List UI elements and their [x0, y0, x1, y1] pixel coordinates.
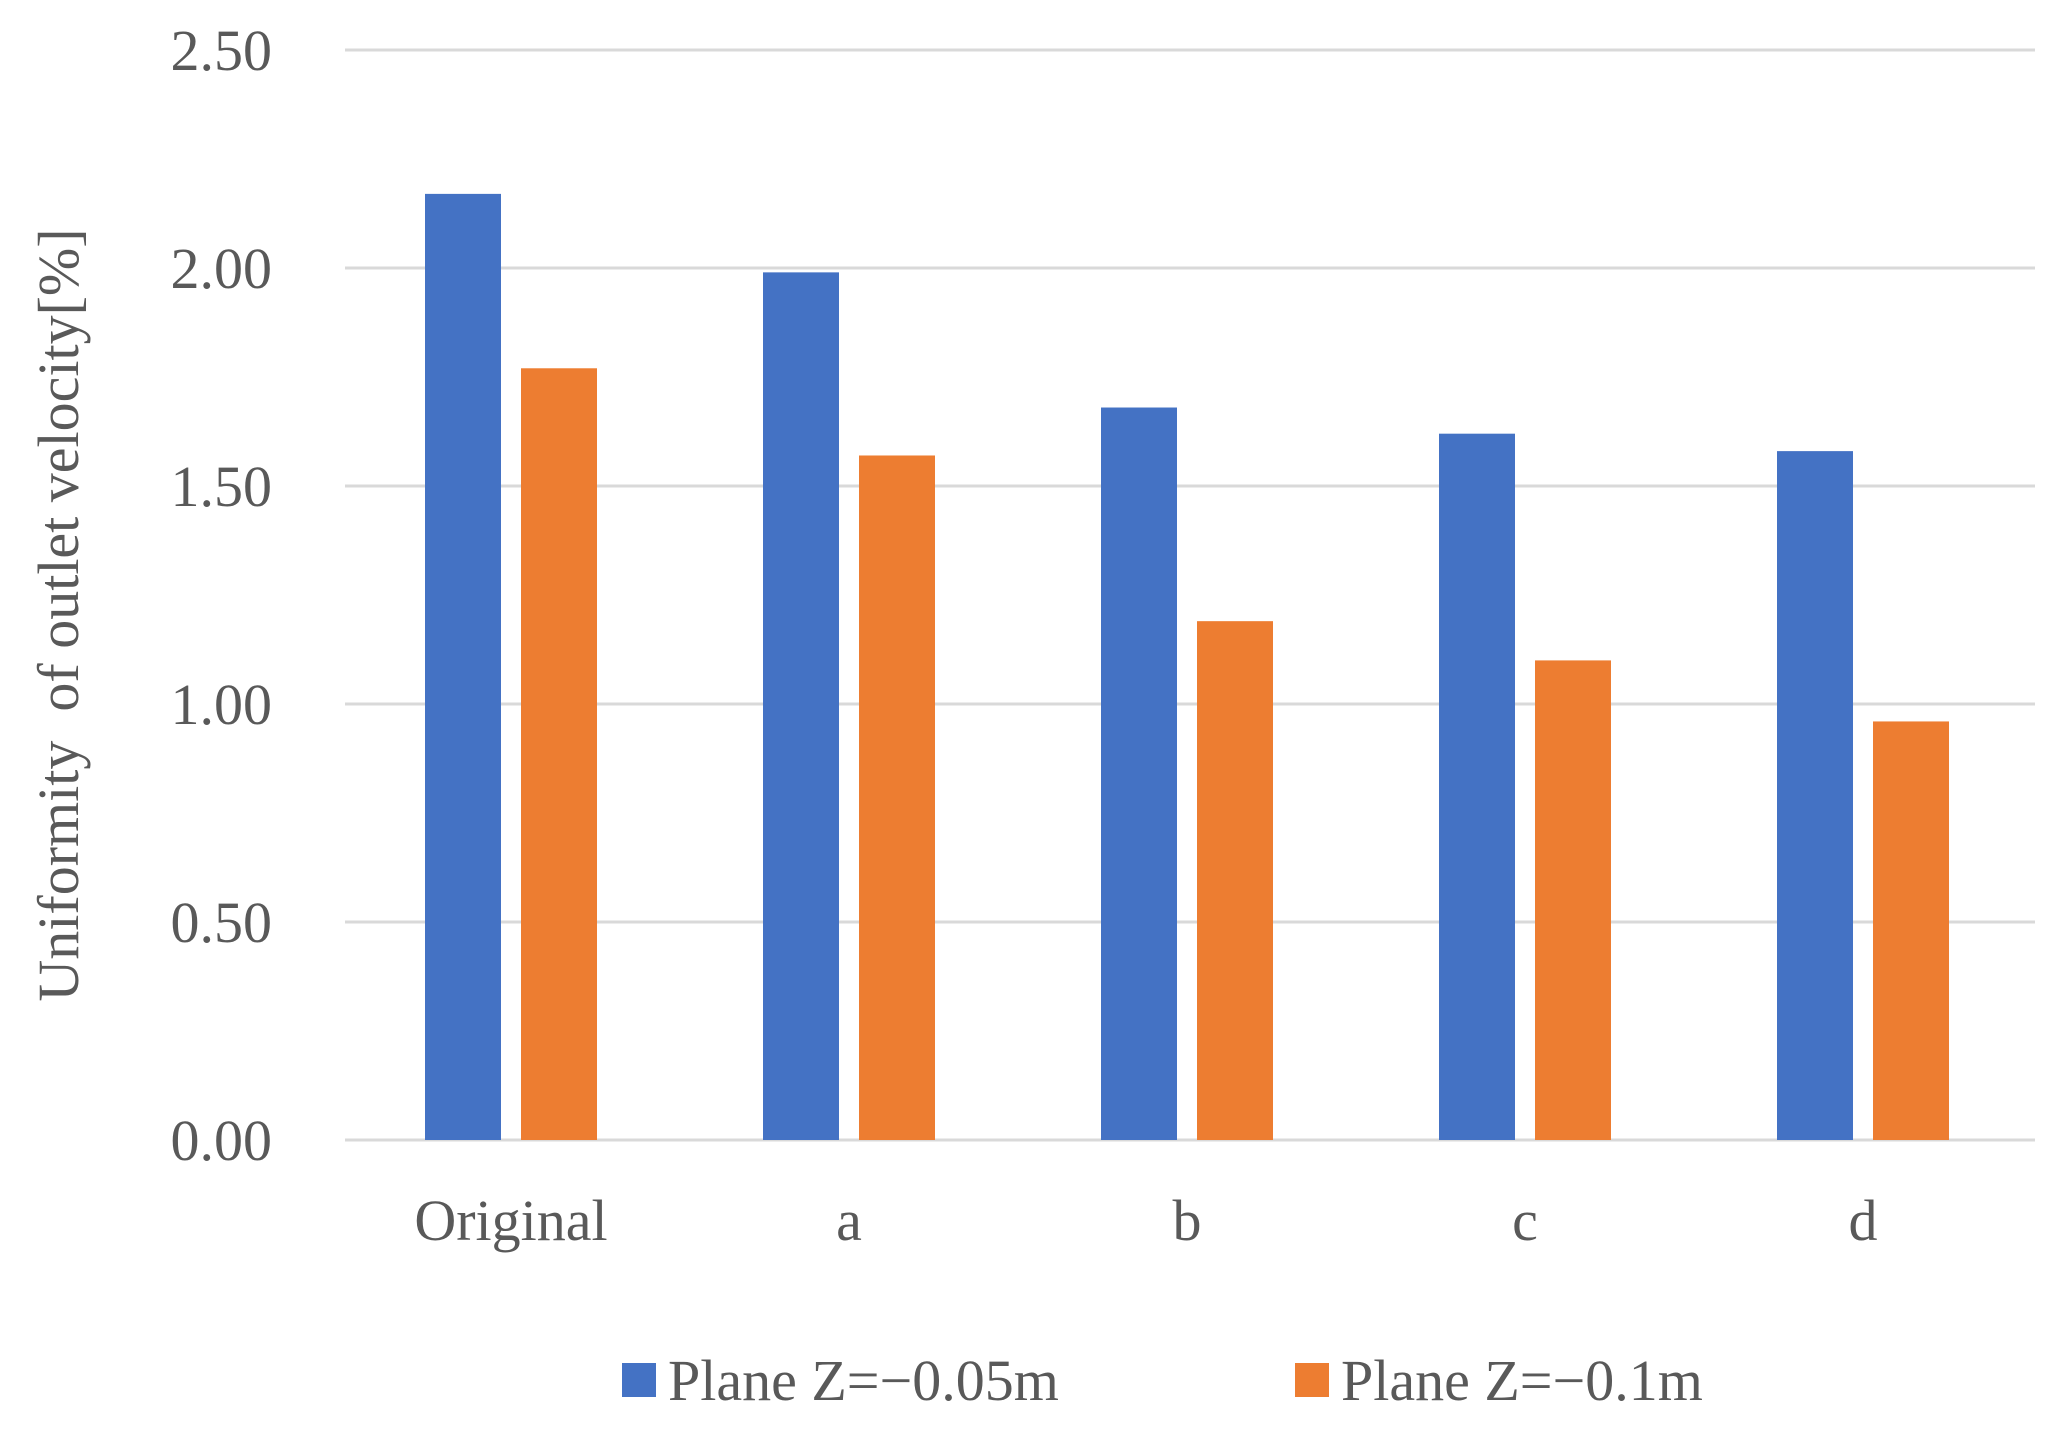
bars: [425, 193, 1949, 1141]
gridlines: [345, 48, 2035, 1142]
y-tick-label: 2.00: [171, 236, 273, 301]
y-tick-label: 0.50: [171, 890, 273, 955]
y-axis-ticks: 0.00 0.50 1.00 1.50 2.00 2.50: [171, 18, 273, 1173]
x-tick-label: a: [836, 1188, 862, 1253]
legend-swatch-1: [622, 1363, 656, 1397]
y-axis-label: Uniformity of outlet velocity[%]: [26, 228, 91, 1001]
x-axis-ticks: Original a b c d: [414, 1188, 1877, 1253]
bar-series1-c: [1439, 433, 1515, 1140]
legend-label-2: Plane Z=−0.1m: [1341, 1348, 1703, 1413]
y-tick-label: 0.00: [171, 1108, 273, 1173]
x-tick-label: c: [1512, 1188, 1538, 1253]
bar-series2-original: [521, 368, 597, 1140]
legend-label-1: Plane Z=−0.05m: [668, 1348, 1059, 1413]
y-tick-label: 1.50: [171, 454, 273, 519]
bar-series2-d: [1873, 721, 1949, 1140]
y-tick-label: 2.50: [171, 18, 273, 83]
bar-series2-c: [1535, 660, 1611, 1140]
legend: Plane Z=−0.05m Plane Z=−0.1m: [622, 1348, 1703, 1413]
legend-swatch-2: [1295, 1363, 1329, 1397]
x-tick-label: b: [1173, 1188, 1202, 1253]
bar-series1-b: [1101, 407, 1177, 1140]
x-tick-label: Original: [414, 1188, 607, 1253]
bar-series2-b: [1197, 621, 1273, 1140]
bar-series1-a: [763, 272, 839, 1140]
bar-series1-original: [425, 193, 501, 1140]
bar-series2-a: [859, 455, 935, 1141]
y-tick-label: 1.00: [171, 672, 273, 737]
bar-series1-d: [1777, 451, 1853, 1140]
x-tick-label: d: [1849, 1188, 1878, 1253]
